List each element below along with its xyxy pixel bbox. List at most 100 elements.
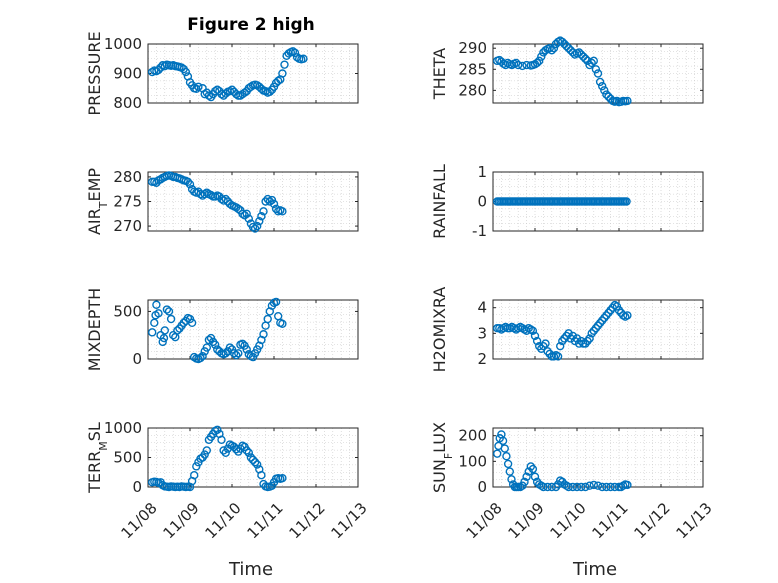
y-tick-label: 0 <box>477 478 487 496</box>
data-point <box>229 349 239 358</box>
y-axis-label: THETA <box>430 48 449 100</box>
data-point <box>200 450 209 459</box>
data-point <box>522 472 531 481</box>
y-tick-label: 270 <box>113 217 142 235</box>
data-point <box>202 343 212 352</box>
data-point <box>549 44 559 53</box>
data-point <box>198 351 207 361</box>
y-tick-label: 2 <box>477 350 487 368</box>
data-point <box>278 207 287 216</box>
y-tick-label: 280 <box>458 81 487 99</box>
data-point <box>598 482 607 492</box>
y-tick-label: 290 <box>458 39 487 57</box>
data-point <box>514 60 523 70</box>
x-tick-label: 11/11 <box>588 499 631 542</box>
data-point <box>253 460 262 469</box>
data-point <box>591 65 601 74</box>
data-point <box>623 96 632 106</box>
data-point <box>265 197 274 206</box>
data-point <box>579 52 588 61</box>
data-point <box>263 314 272 324</box>
y-axis-label: MIXDEPTH <box>85 288 104 371</box>
data-point <box>532 336 542 346</box>
y-axis-label: PRESSURE <box>85 31 104 115</box>
data-point <box>545 44 554 53</box>
panel-h2omixra: 2 3 4 H2OMIXRA <box>430 287 704 372</box>
data-point <box>259 330 268 339</box>
data-point <box>577 50 586 59</box>
data-point <box>250 458 260 467</box>
data-point <box>274 76 283 86</box>
data-point <box>553 352 563 361</box>
data-point <box>543 482 552 492</box>
data-point <box>257 471 266 480</box>
data-point <box>263 194 272 204</box>
data-point <box>213 85 222 94</box>
data-point <box>274 311 283 321</box>
x-tick-label: 11/12 <box>285 499 328 542</box>
data-point <box>587 58 596 68</box>
panel-mixdepth: 0 500 MIXDEPTH <box>85 288 359 371</box>
data-point <box>166 314 176 324</box>
y-tick-label: 280 <box>113 168 142 186</box>
y-tick-label: 0 <box>132 350 142 368</box>
data-point <box>210 340 220 349</box>
x-tick-label: 11/09 <box>504 499 547 542</box>
data-point <box>231 350 241 360</box>
data-point <box>219 446 228 455</box>
axes-box <box>492 427 704 488</box>
data-point <box>221 448 230 457</box>
data-point <box>250 224 260 233</box>
data-point <box>577 482 586 492</box>
data-point <box>185 180 195 189</box>
data-point <box>225 343 235 352</box>
data-point <box>604 92 613 101</box>
data-point <box>253 221 262 231</box>
data-point <box>595 77 605 87</box>
data-point <box>547 46 556 55</box>
axes-box <box>492 299 704 360</box>
data-point <box>204 335 214 345</box>
x-tick-label: 11/09 <box>159 499 202 542</box>
data-point <box>194 82 203 91</box>
data-point <box>160 326 170 335</box>
data-point <box>257 212 266 221</box>
data-point <box>501 60 510 70</box>
data-point <box>179 318 188 328</box>
data-point <box>202 446 212 455</box>
data-point <box>257 84 266 94</box>
data-point <box>242 345 251 354</box>
y-tick-label: 1000 <box>104 419 142 437</box>
data-point <box>154 65 163 75</box>
data-point <box>227 85 237 94</box>
y-tick-label: 900 <box>113 65 142 83</box>
data-point <box>244 214 254 223</box>
y-tick-label: 1 <box>477 163 487 181</box>
data-point <box>240 88 249 97</box>
data-point <box>541 339 550 348</box>
data-point <box>280 60 289 69</box>
x-tick-label: 11/13 <box>327 499 370 542</box>
data-point <box>147 328 157 337</box>
data-point <box>589 56 598 66</box>
data-point <box>261 321 270 330</box>
data-point <box>602 482 611 492</box>
data-point <box>530 472 540 481</box>
data-point <box>238 209 247 218</box>
x-tick-label: 11/10 <box>201 499 244 542</box>
x-axis-label-right: Time <box>572 559 617 580</box>
y-tick-label: 3 <box>477 324 487 342</box>
data-point <box>606 482 615 492</box>
data-point <box>238 339 247 348</box>
data-point <box>564 329 573 338</box>
data-point <box>219 196 228 205</box>
data-point <box>196 353 205 363</box>
data-point <box>585 60 594 70</box>
data-point <box>204 91 214 100</box>
data-point <box>234 204 243 214</box>
x-tick-label: 11/12 <box>630 499 673 542</box>
data-point <box>593 481 603 490</box>
data-point <box>299 54 308 63</box>
data-point <box>202 188 212 197</box>
y-tick-label: 500 <box>113 449 142 467</box>
